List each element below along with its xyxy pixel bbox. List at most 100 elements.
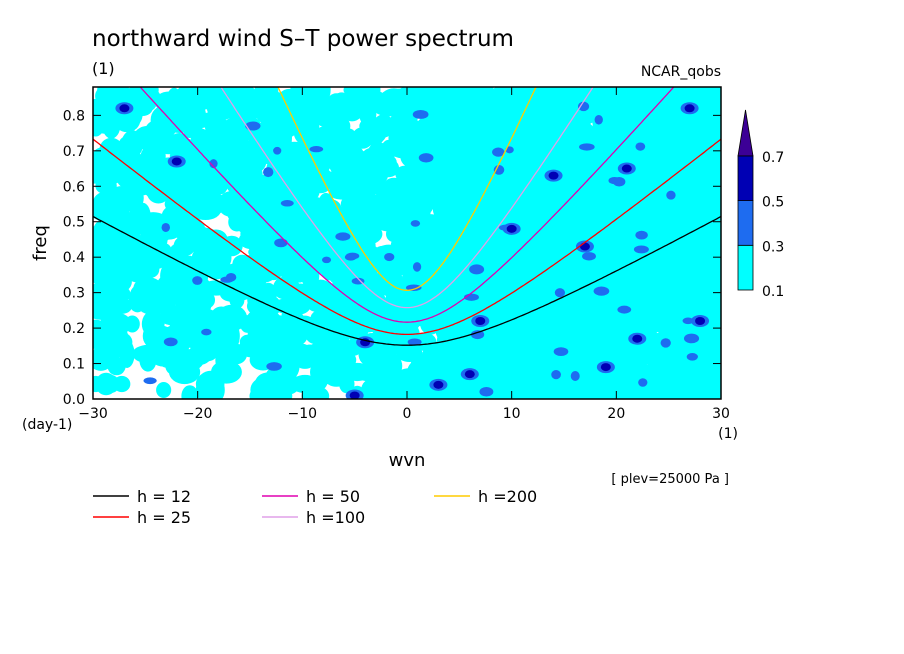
chart-subtitle: (1) bbox=[92, 59, 115, 78]
contour-cell bbox=[554, 288, 566, 298]
y-tick-label: 0.2 bbox=[63, 321, 85, 337]
contour-peak bbox=[349, 391, 360, 399]
contour-cell bbox=[156, 381, 172, 399]
y-unit-label: (day-1) bbox=[22, 417, 72, 433]
colorbar-extend-arrow bbox=[737, 109, 754, 157]
contour-cell bbox=[405, 284, 422, 291]
x-tick-label: 20 bbox=[607, 406, 625, 422]
contour-peak bbox=[475, 317, 486, 325]
contour-cell bbox=[266, 362, 282, 371]
contour-peak bbox=[119, 104, 130, 113]
contour-cell bbox=[273, 146, 282, 155]
contour-cell bbox=[258, 87, 279, 102]
contour-peak bbox=[632, 334, 643, 343]
contour-peak bbox=[464, 370, 475, 379]
y-tick-label: 0.6 bbox=[63, 179, 85, 195]
y-tick-label: 0.0 bbox=[63, 392, 85, 408]
contour-cell bbox=[245, 121, 261, 131]
contour-cell bbox=[335, 232, 351, 241]
chart-title: northward wind S–T power spectrum bbox=[92, 26, 514, 52]
contour-peak bbox=[579, 242, 590, 251]
contour-cell bbox=[216, 304, 248, 332]
contour-cell bbox=[143, 377, 157, 385]
y-tick-label: 0.3 bbox=[63, 286, 85, 302]
x-axis-label: wvn bbox=[389, 450, 426, 471]
contour-peak bbox=[433, 380, 444, 389]
level-note: [ plev=25000 Pa ] bbox=[611, 472, 729, 487]
contour-cell bbox=[373, 114, 394, 138]
contour-cell bbox=[410, 220, 421, 227]
contour-cell bbox=[579, 143, 595, 151]
contour-cell bbox=[201, 328, 212, 336]
contour-cell bbox=[384, 252, 395, 262]
contour-cell bbox=[208, 87, 224, 99]
contour-cell bbox=[351, 277, 365, 285]
legend-label: h =200 bbox=[478, 487, 537, 506]
contour-cell bbox=[310, 87, 331, 105]
contour-cell bbox=[638, 378, 648, 387]
x-tick-label: 30 bbox=[712, 406, 730, 422]
contour-cell bbox=[492, 147, 505, 157]
x-tick-label: −30 bbox=[78, 406, 108, 422]
contour-cell bbox=[469, 264, 485, 275]
contour-cell bbox=[168, 132, 191, 156]
contour-cell bbox=[472, 87, 494, 104]
colorbar-swatch bbox=[737, 200, 754, 246]
contour-cell bbox=[137, 87, 159, 100]
contour-cell bbox=[666, 190, 676, 200]
dispersion-curve bbox=[139, 87, 675, 323]
contour-cell bbox=[332, 92, 351, 112]
contour-cell bbox=[608, 176, 621, 185]
legend-label: h =100 bbox=[306, 508, 365, 527]
contour-cell bbox=[141, 310, 165, 338]
contour-cell bbox=[163, 337, 178, 347]
contour-peak bbox=[600, 363, 611, 372]
contour-cell bbox=[345, 252, 360, 260]
contour-cell bbox=[104, 87, 130, 104]
dispersion-curve bbox=[220, 87, 594, 309]
dispersion-curve bbox=[93, 138, 721, 336]
colorbar: 0.1 0.3 0.5 0.7 bbox=[737, 109, 784, 300]
contour-cell bbox=[318, 192, 334, 216]
x-tick-label: 10 bbox=[503, 406, 521, 422]
colorbar-label: 0.1 bbox=[762, 284, 784, 300]
contour-cell bbox=[290, 374, 320, 394]
colorbar-swatch bbox=[737, 244, 754, 291]
contour-cell bbox=[220, 276, 234, 283]
contour-cell bbox=[563, 87, 581, 110]
contour-cell bbox=[99, 137, 124, 163]
contour-cell bbox=[635, 230, 648, 240]
axis-ticks: −30 −20 −10 0 10 20 30 0.0 0.1 0.2 0.3 0.4 0.5 0.6 0.7… bbox=[63, 87, 730, 422]
contour-cell bbox=[479, 386, 494, 397]
contour-cell bbox=[209, 159, 218, 169]
contour-cell bbox=[593, 286, 610, 296]
legend-label: h = 12 bbox=[137, 487, 191, 506]
legend: h = 12 h = 25 h = 50 h =100 h =200 bbox=[93, 487, 537, 527]
contour-cell bbox=[553, 347, 569, 356]
contour-cell bbox=[635, 142, 646, 151]
contour-peak bbox=[621, 164, 632, 173]
colorbar-swatch bbox=[737, 155, 754, 201]
dispersion-curve bbox=[93, 215, 721, 346]
contour-cell bbox=[630, 87, 649, 99]
contour-cell bbox=[192, 276, 203, 285]
contour-peak bbox=[695, 317, 706, 325]
contour-cell bbox=[418, 153, 434, 163]
contour-cell bbox=[544, 87, 568, 101]
contour-peak bbox=[506, 224, 517, 233]
contour-cell bbox=[703, 87, 721, 102]
contour-cell bbox=[470, 330, 485, 340]
y-tick-label: 0.1 bbox=[63, 357, 85, 373]
y-tick-label: 0.5 bbox=[63, 215, 85, 231]
contour-cell bbox=[617, 305, 632, 314]
dispersion-curve bbox=[277, 87, 537, 291]
contour-peak bbox=[684, 104, 695, 113]
contour-cell bbox=[321, 256, 332, 264]
legend-label: h = 25 bbox=[137, 508, 191, 527]
contour-cell bbox=[280, 200, 294, 207]
contour-cell bbox=[365, 87, 381, 103]
contour-cell bbox=[161, 222, 171, 232]
contour-cell bbox=[263, 167, 274, 178]
contour-cell bbox=[522, 87, 538, 98]
